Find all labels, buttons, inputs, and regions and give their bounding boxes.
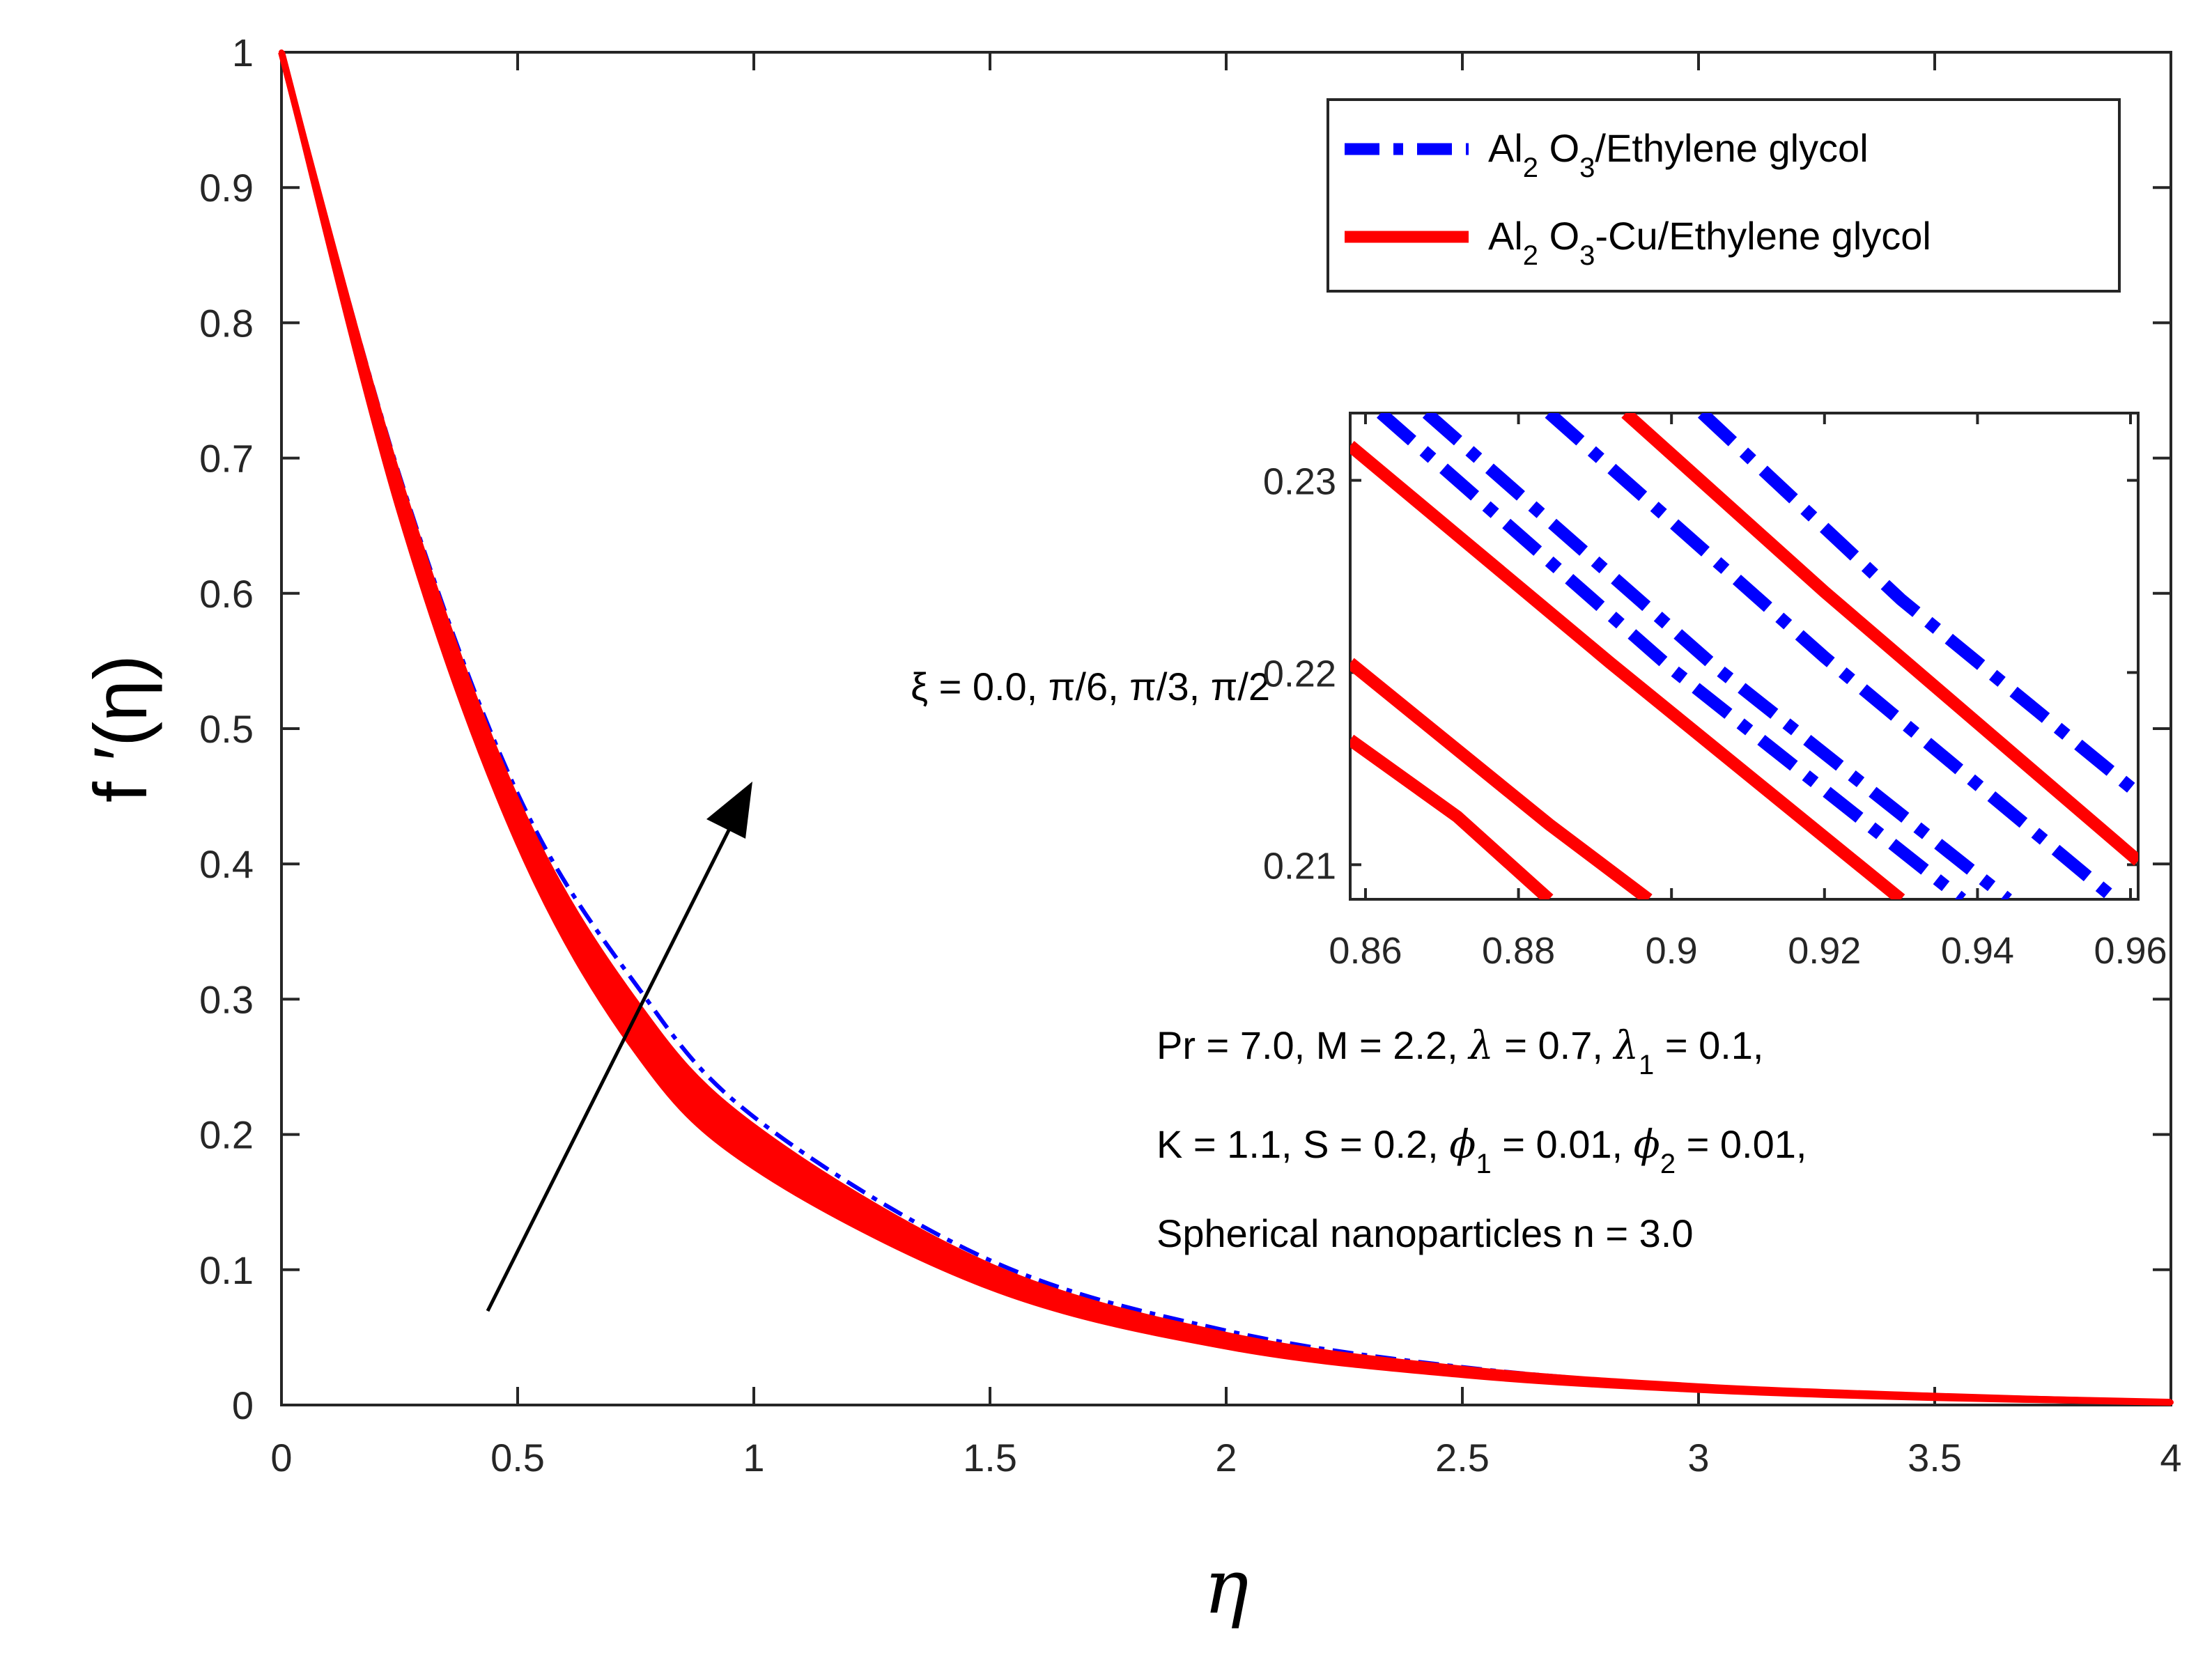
inset-axes: 0.86 0.88 0.9 0.92 0.94 0.96 0.21 0.22 0.23 — [1263, 412, 2167, 972]
x-tick-label: 0 — [270, 1436, 292, 1480]
y-axis-label-group: f ′(η) — [78, 655, 162, 802]
inset-blue-line — [1697, 413, 2138, 799]
x-tick-label: 4 — [2160, 1436, 2181, 1480]
p2-sub1: 1 — [1476, 1149, 1491, 1179]
legend-blue-p4: /Ethylene glycol — [1595, 126, 1868, 170]
x-tick-label: 1 — [743, 1436, 764, 1480]
legend-blue-p0: Al — [1488, 126, 1523, 170]
legend-entry-red: Al2 O3-Cu/Ethylene glycol — [1488, 214, 1931, 271]
legend-red-p0: Al — [1488, 214, 1523, 258]
x-tick-label: 0.5 — [490, 1436, 545, 1480]
legend-red-p4: -Cu/Ethylene glycol — [1595, 214, 1931, 258]
main-ticks: 0 0.5 1 1.5 2 2.5 3 3.5 4 0 0.1 0.2 0.3 0.4 0.5 0.6 0.7 0… — [199, 31, 2181, 1480]
inset-x-tick-label: 0.94 — [1941, 930, 2014, 972]
p2-b: = 0.01, — [1492, 1122, 1634, 1166]
inset-red-line — [1350, 440, 1905, 899]
inset-data — [1350, 413, 2138, 899]
inset-y-tick-label: 0.23 — [1263, 461, 1336, 503]
x-tick-label: 3 — [1687, 1436, 1709, 1480]
inset-blue-line — [1545, 413, 2119, 899]
legend-box — [1327, 98, 2121, 293]
xi-annotation: ξ = 0.0, π/6, π/3, π/2 — [911, 665, 1270, 708]
p2-a: K = 1.1, S = 0.2, — [1157, 1122, 1449, 1166]
inset-x-tick-label: 0.86 — [1329, 930, 1402, 972]
p1-lambda: λ — [1467, 1023, 1494, 1069]
legend-red-p3: 3 — [1579, 240, 1595, 271]
inset-red-line — [1350, 734, 1554, 899]
y-tick-label: 0.7 — [199, 437, 254, 481]
inset-y-tick-label: 0.21 — [1263, 845, 1336, 887]
legend-entry-blue: Al2 O3/Ethylene glycol — [1488, 126, 1869, 183]
parameters-line-3: Spherical nanoparticles n = 3.0 — [1157, 1211, 1694, 1255]
x-tick-label: 3.5 — [1908, 1436, 1962, 1480]
legend-red-p1: 2 — [1523, 240, 1538, 271]
y-tick-label: 0.3 — [199, 977, 254, 1021]
x-axis-label: η — [1204, 1544, 1249, 1631]
x-tick-label: 2.5 — [1435, 1436, 1490, 1480]
x-tick-label: 1.5 — [963, 1436, 1017, 1480]
inset-x-tick-label: 0.9 — [1646, 930, 1698, 972]
legend-red-p2: O — [1538, 214, 1579, 258]
p1-a: Pr = 7.0, M = 2.2, — [1157, 1023, 1469, 1067]
p2-sub2: 2 — [1660, 1149, 1676, 1179]
inset-red-line — [1350, 658, 1653, 899]
legend: Al2 O3/Ethylene glycol Al2 O3-Cu/Ethylen… — [1327, 98, 2121, 293]
parameters-line-2: K = 1.1, S = 0.2, ϕ1 = 0.01, ϕ2 = 0.01, — [1157, 1122, 1807, 1179]
xi-arrow-shaft — [486, 807, 742, 1312]
legend-blue-p1: 2 — [1523, 153, 1538, 183]
y-tick-label: 1 — [232, 31, 254, 75]
inset-ticks: 0.86 0.88 0.9 0.92 0.94 0.96 0.21 0.22 0.23 — [1263, 413, 2167, 972]
p1-b: = 0.7, — [1494, 1023, 1614, 1067]
y-axis-label: f ′(η) — [78, 655, 162, 802]
xi-arrow — [486, 782, 752, 1312]
parameters-line-1: Pr = 7.0, M = 2.2, λ = 0.7, λ1 = 0.1, — [1157, 1023, 1764, 1080]
legend-blue-p2: O — [1538, 126, 1579, 170]
y-tick-label: 0.1 — [199, 1248, 254, 1292]
inset-red-line — [1621, 413, 2138, 866]
parameters-annotation: Pr = 7.0, M = 2.2, λ = 0.7, λ1 = 0.1, K … — [1157, 1023, 1807, 1255]
y-tick-label: 0.8 — [199, 301, 254, 345]
p1-sub1: 1 — [1639, 1050, 1654, 1080]
p2-phi1: ϕ — [1449, 1122, 1476, 1167]
p2-phi2: ϕ — [1634, 1122, 1660, 1167]
y-tick-label: 0.6 — [199, 572, 254, 616]
y-tick-label: 0 — [232, 1383, 254, 1427]
inset-x-tick-label: 0.96 — [2094, 930, 2167, 972]
y-tick-label: 0.2 — [199, 1113, 254, 1157]
y-tick-label: 0.5 — [199, 707, 254, 751]
series-red-line — [278, 51, 2172, 1406]
y-tick-label: 0.9 — [199, 166, 254, 210]
xi-arrow-head — [706, 782, 752, 839]
p1-lambda1: λ — [1613, 1023, 1639, 1069]
inset-x-tick-label: 0.88 — [1482, 930, 1555, 972]
legend-blue-p3: 3 — [1579, 153, 1595, 183]
x-tick-label: 2 — [1215, 1436, 1237, 1480]
inset-y-tick-label: 0.22 — [1263, 653, 1336, 694]
main-data — [278, 49, 2174, 1406]
inset-x-tick-label: 0.92 — [1788, 930, 1861, 972]
p2-c: = 0.01, — [1676, 1122, 1807, 1166]
y-tick-label: 0.4 — [199, 842, 254, 886]
inset-plot-area — [1349, 412, 2140, 901]
p1-c: = 0.1, — [1654, 1023, 1763, 1067]
